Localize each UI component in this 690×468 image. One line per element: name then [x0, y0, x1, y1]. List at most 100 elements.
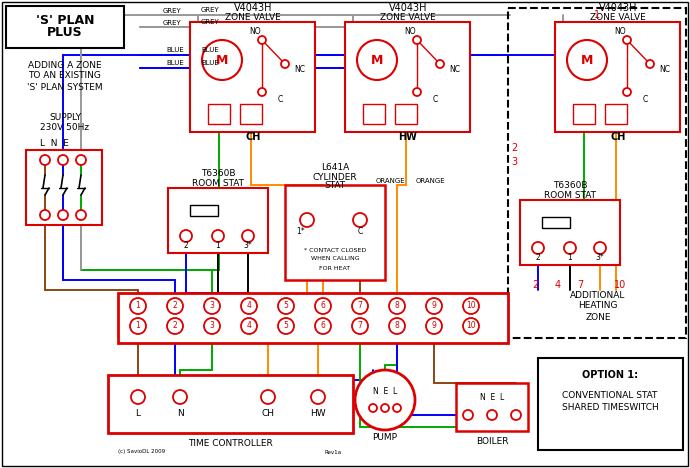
Circle shape: [463, 410, 473, 420]
Circle shape: [130, 298, 146, 314]
Circle shape: [281, 60, 289, 68]
Text: GREY: GREY: [201, 7, 219, 13]
Text: L  N  E: L N E: [39, 139, 68, 147]
Text: T6360B: T6360B: [553, 182, 587, 190]
Text: GREY: GREY: [163, 20, 181, 26]
Circle shape: [315, 298, 331, 314]
Circle shape: [623, 88, 631, 96]
Bar: [26, 150, 102, 225]
Text: 'S' PLAN: 'S' PLAN: [36, 14, 95, 27]
Bar: [108, 375, 353, 433]
Text: 4: 4: [246, 301, 251, 310]
Circle shape: [258, 88, 266, 96]
Text: BLUE: BLUE: [201, 60, 219, 66]
Bar: [345, 22, 470, 132]
Circle shape: [532, 242, 544, 254]
Bar: [208, 104, 230, 124]
Text: 8: 8: [395, 322, 400, 330]
Circle shape: [315, 318, 331, 334]
Circle shape: [76, 155, 86, 165]
Circle shape: [353, 213, 367, 227]
Text: V4043H: V4043H: [388, 3, 427, 13]
Circle shape: [463, 298, 479, 314]
Circle shape: [212, 230, 224, 242]
Bar: [573, 104, 595, 124]
Text: ZONE: ZONE: [585, 313, 611, 322]
Circle shape: [389, 318, 405, 334]
Text: 5: 5: [284, 301, 288, 310]
Text: CH: CH: [246, 132, 261, 142]
Bar: [190, 205, 218, 216]
Text: 9: 9: [431, 322, 437, 330]
Circle shape: [130, 318, 146, 334]
Text: FOR HEAT: FOR HEAT: [319, 265, 351, 271]
Bar: [605, 104, 627, 124]
Text: TIME CONTROLLER: TIME CONTROLLER: [188, 439, 273, 448]
Text: * CONTACT CLOSED: * CONTACT CLOSED: [304, 248, 366, 253]
Text: BLUE: BLUE: [166, 60, 184, 66]
Text: 6: 6: [321, 322, 326, 330]
Bar: [538, 358, 683, 450]
Text: 2: 2: [511, 143, 517, 153]
Text: N  E  L: N E L: [480, 393, 504, 402]
Text: 2: 2: [184, 241, 188, 249]
Text: 'S' PLAN SYSTEM: 'S' PLAN SYSTEM: [27, 82, 103, 92]
Circle shape: [167, 318, 183, 334]
Bar: [363, 104, 385, 124]
Text: ORANGE: ORANGE: [375, 178, 405, 184]
Text: 8: 8: [395, 301, 400, 310]
Text: WHEN CALLING: WHEN CALLING: [310, 256, 359, 262]
Circle shape: [278, 298, 294, 314]
Circle shape: [352, 318, 368, 334]
Text: 1: 1: [568, 253, 573, 262]
Circle shape: [393, 404, 401, 412]
Circle shape: [463, 318, 479, 334]
Text: BOILER: BOILER: [475, 437, 509, 446]
Text: Rev1a: Rev1a: [324, 449, 342, 454]
Text: C: C: [642, 95, 648, 104]
Text: V4043H: V4043H: [599, 3, 638, 13]
Circle shape: [167, 298, 183, 314]
Text: BLUE: BLUE: [166, 47, 184, 53]
Circle shape: [202, 40, 242, 80]
Circle shape: [355, 370, 415, 430]
Text: BLUE: BLUE: [201, 47, 219, 53]
Circle shape: [389, 298, 405, 314]
Text: ZONE VALVE: ZONE VALVE: [380, 13, 436, 22]
Circle shape: [300, 213, 314, 227]
Text: V4043H: V4043H: [234, 3, 273, 13]
Text: C: C: [357, 227, 363, 236]
Text: 3*: 3*: [595, 253, 604, 262]
Circle shape: [58, 155, 68, 165]
Circle shape: [241, 298, 257, 314]
Text: 9: 9: [431, 301, 437, 310]
Text: 7: 7: [577, 280, 583, 290]
Text: CH: CH: [262, 409, 275, 417]
Text: 3: 3: [210, 322, 215, 330]
Text: STAT: STAT: [324, 182, 346, 190]
Circle shape: [623, 36, 631, 44]
Text: OPTION 1:: OPTION 1:: [582, 370, 638, 380]
Bar: [508, 8, 686, 338]
Text: HW: HW: [310, 409, 326, 417]
Circle shape: [511, 410, 521, 420]
Text: HEATING: HEATING: [578, 301, 618, 310]
Text: M: M: [371, 53, 383, 66]
Text: T6360B: T6360B: [201, 169, 235, 178]
Text: ADDING A ZONE: ADDING A ZONE: [28, 60, 102, 70]
Circle shape: [567, 40, 607, 80]
Circle shape: [241, 318, 257, 334]
Text: NO: NO: [614, 28, 626, 37]
Circle shape: [564, 242, 576, 254]
Text: 2: 2: [535, 253, 540, 262]
Text: TO AN EXISTING: TO AN EXISTING: [28, 72, 101, 80]
Circle shape: [131, 390, 145, 404]
Circle shape: [261, 390, 275, 404]
Bar: [456, 383, 528, 431]
Text: N  E  L: N E L: [373, 388, 397, 396]
Circle shape: [76, 210, 86, 220]
Text: 10: 10: [614, 280, 626, 290]
Text: PLUS: PLUS: [47, 27, 83, 39]
Text: 1: 1: [136, 301, 140, 310]
Text: 1: 1: [594, 10, 600, 20]
